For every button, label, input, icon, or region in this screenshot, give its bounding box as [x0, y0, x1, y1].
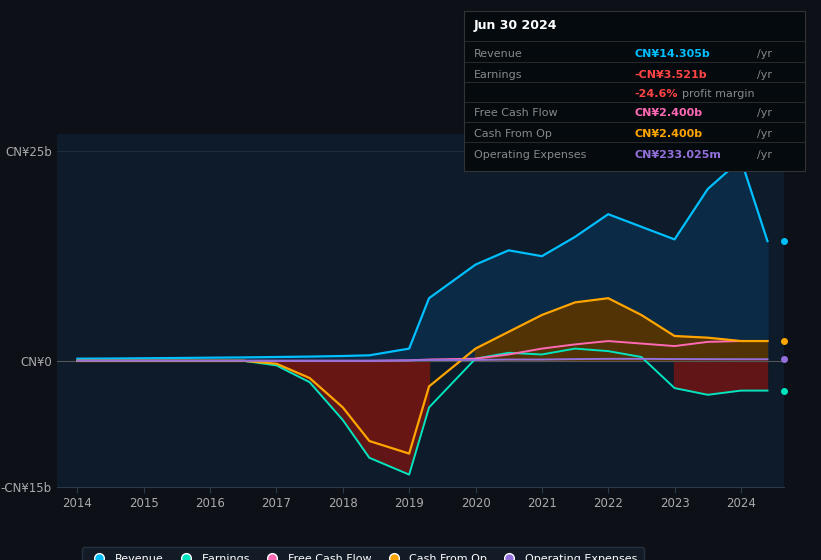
Text: /yr: /yr: [757, 49, 772, 59]
Text: Revenue: Revenue: [474, 49, 523, 59]
Text: Free Cash Flow: Free Cash Flow: [474, 108, 557, 118]
Text: CN¥14.305b: CN¥14.305b: [635, 49, 710, 59]
Text: CN¥2.400b: CN¥2.400b: [635, 129, 702, 139]
Text: CN¥2.400b: CN¥2.400b: [635, 108, 702, 118]
Text: -24.6%: -24.6%: [635, 89, 677, 99]
Text: /yr: /yr: [757, 70, 772, 80]
Text: Jun 30 2024: Jun 30 2024: [474, 19, 557, 32]
Text: -CN¥3.521b: -CN¥3.521b: [635, 70, 707, 80]
Text: Operating Expenses: Operating Expenses: [474, 150, 586, 160]
Text: profit margin: profit margin: [682, 89, 754, 99]
Text: Cash From Op: Cash From Op: [474, 129, 552, 139]
Legend: Revenue, Earnings, Free Cash Flow, Cash From Op, Operating Expenses: Revenue, Earnings, Free Cash Flow, Cash …: [81, 548, 644, 560]
Text: /yr: /yr: [757, 129, 772, 139]
Text: CN¥233.025m: CN¥233.025m: [635, 150, 721, 160]
Text: /yr: /yr: [757, 108, 772, 118]
Text: Earnings: Earnings: [474, 70, 523, 80]
Text: /yr: /yr: [757, 150, 772, 160]
